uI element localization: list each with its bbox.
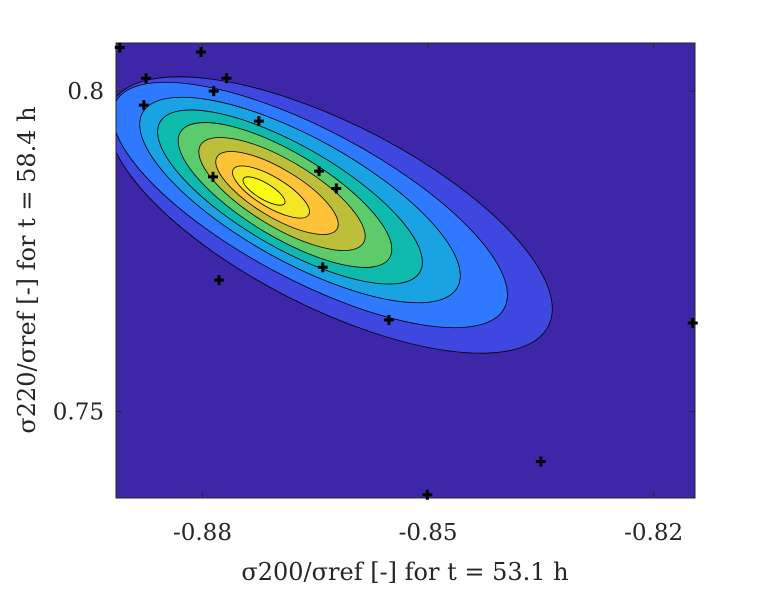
- sample-point: [214, 275, 225, 286]
- sample-point: [114, 42, 125, 53]
- sample-point: [195, 46, 206, 57]
- x-tick-label: -0.85: [399, 520, 458, 546]
- x-axis-label: σ200/σref [-] for t = 53.1 h: [241, 558, 568, 586]
- sample-point: [687, 318, 698, 329]
- contour-fills: [116, 76, 553, 354]
- y-tick-label: 0.8: [67, 79, 104, 105]
- sample-point: [208, 86, 219, 97]
- sample-point: [141, 73, 152, 84]
- sample-point: [317, 262, 328, 273]
- x-tick-label: -0.82: [624, 520, 683, 546]
- y-axis-label: σ220/σref [-] for t = 58.4 h: [13, 106, 41, 433]
- contour-level-9: [242, 176, 286, 206]
- y-tick-label: 0.75: [53, 399, 104, 425]
- sample-point: [383, 314, 394, 325]
- axes-box: [115, 42, 696, 499]
- sample-point: [314, 166, 325, 177]
- sample-point: [253, 116, 264, 127]
- tick-labels: -0.88 -0.85 -0.82 0.75 0.8: [53, 79, 683, 546]
- sample-markers: [114, 42, 698, 500]
- sample-point: [331, 183, 342, 194]
- sample-point: [208, 171, 219, 182]
- sample-point: [422, 489, 433, 500]
- sample-point: [535, 456, 546, 467]
- sample-point: [221, 73, 232, 84]
- axes: [115, 42, 696, 499]
- x-tick-label: -0.88: [173, 520, 232, 546]
- sample-point: [138, 100, 149, 111]
